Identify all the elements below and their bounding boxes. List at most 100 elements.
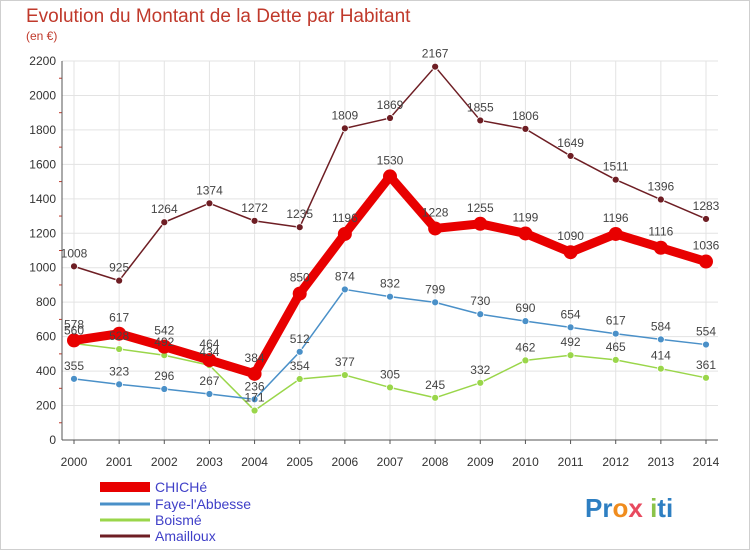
data-point — [292, 286, 307, 301]
x-tick-label: 2000 — [61, 455, 88, 469]
data-point — [521, 124, 530, 133]
data-point — [112, 326, 127, 341]
data-point — [205, 390, 214, 398]
data-label: 1374 — [196, 183, 223, 197]
data-point — [656, 195, 665, 204]
data-label: 305 — [380, 367, 400, 381]
data-point — [250, 216, 259, 225]
data-point — [563, 245, 578, 260]
data-point — [611, 355, 620, 364]
data-point — [476, 310, 485, 319]
data-label: 617 — [109, 311, 129, 325]
legend-entry: Boismé — [155, 512, 202, 528]
data-label: 296 — [154, 369, 174, 383]
data-point — [656, 364, 665, 373]
data-label: 1036 — [693, 239, 720, 253]
data-label: 1199 — [513, 210, 539, 224]
x-tick-label: 2013 — [648, 455, 675, 469]
data-label: 874 — [335, 269, 355, 283]
y-tick-label: 2000 — [29, 88, 56, 102]
y-tick-label: 2200 — [29, 54, 56, 68]
data-label: 1008 — [61, 246, 88, 260]
series-1 — [70, 285, 710, 404]
data-label: 1196 — [603, 211, 629, 225]
data-label: 554 — [696, 325, 716, 339]
data-label: 832 — [380, 277, 400, 291]
data-point — [428, 221, 443, 236]
data-point — [295, 347, 304, 356]
y-tick-label: 1600 — [29, 157, 56, 171]
data-label: 560 — [64, 324, 84, 338]
data-point — [476, 116, 485, 125]
series-2 — [70, 339, 710, 415]
data-label: 1264 — [151, 202, 178, 216]
data-label: 1869 — [377, 98, 404, 112]
data-label: 323 — [109, 364, 129, 378]
data-label: 1255 — [467, 201, 494, 215]
y-tick-label: 400 — [36, 364, 56, 378]
data-label: 1511 — [603, 160, 629, 174]
data-point — [566, 351, 575, 360]
data-label: 690 — [515, 301, 535, 315]
data-label: 245 — [425, 378, 445, 392]
data-point — [566, 152, 575, 160]
data-point — [115, 380, 124, 389]
data-point — [611, 329, 620, 338]
x-tick-label: 2014 — [693, 455, 720, 469]
series-0 — [67, 169, 713, 381]
data-point — [702, 215, 710, 223]
data-label: 925 — [109, 261, 129, 275]
legend-entry: Amailloux — [155, 528, 216, 544]
data-label: 236 — [245, 379, 265, 393]
data-label: 512 — [290, 332, 310, 346]
legend-entry: Faye-l'Abbesse — [155, 496, 251, 512]
series-3 — [70, 62, 710, 285]
data-point — [702, 340, 710, 349]
data-point — [337, 226, 352, 241]
brand-logo: Prox iti — [585, 493, 673, 523]
data-point — [340, 285, 349, 294]
y-tick-label: 1000 — [29, 261, 56, 275]
x-tick-label: 2001 — [106, 455, 133, 469]
data-point — [67, 333, 81, 348]
data-point — [386, 114, 394, 122]
data-label: 267 — [199, 374, 219, 388]
data-label: 361 — [696, 358, 716, 372]
x-tick-label: 2007 — [377, 455, 404, 469]
data-point — [386, 383, 394, 392]
data-point — [653, 240, 668, 255]
data-point — [656, 335, 665, 344]
data-point — [521, 356, 530, 365]
data-label: 578 — [64, 317, 84, 331]
data-label: 542 — [154, 324, 174, 338]
data-point — [431, 62, 440, 71]
data-label: 2167 — [422, 47, 449, 61]
y-tick-label: 1800 — [29, 123, 56, 137]
data-label: 1396 — [648, 180, 675, 194]
data-point — [383, 169, 397, 184]
grid — [62, 60, 718, 441]
data-label: 1090 — [557, 229, 584, 243]
data-label: 1272 — [241, 201, 268, 215]
axes: 0 200 400 600 800 1000 1200 1400 1600 1800 2000 220… — [29, 54, 719, 469]
data-label: 1196 — [332, 211, 358, 225]
data-label: 1855 — [467, 100, 494, 114]
data-label: 528 — [109, 329, 129, 343]
data-label: 465 — [606, 340, 626, 354]
data-point — [699, 254, 713, 269]
data-point — [431, 393, 440, 402]
data-label: 464 — [199, 337, 219, 351]
data-label: 462 — [515, 340, 535, 354]
data-label: 492 — [561, 335, 581, 349]
data-point — [521, 317, 530, 326]
data-label: 384 — [245, 351, 265, 365]
data-point — [566, 323, 575, 332]
data-point — [611, 175, 620, 184]
data-point — [295, 375, 304, 383]
data-label: 1235 — [286, 207, 313, 221]
data-point — [386, 292, 394, 301]
x-tick-label: 2003 — [196, 455, 223, 469]
data-point — [70, 374, 78, 383]
